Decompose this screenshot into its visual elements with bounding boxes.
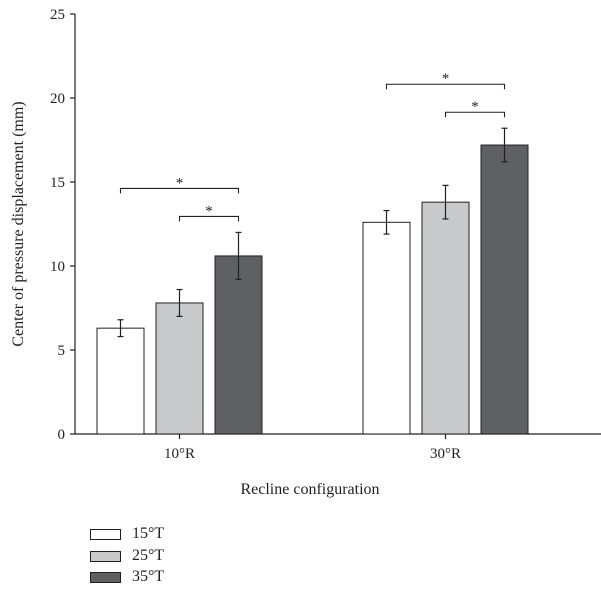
y-tick-label: 0 — [58, 427, 66, 443]
bars — [96, 144, 529, 435]
legend-swatch-35t — [90, 572, 121, 583]
bar — [155, 302, 204, 435]
legend-swatch-15t — [90, 529, 121, 540]
x-tick-label: 10°R — [164, 446, 195, 462]
bar — [362, 221, 411, 435]
legend-swatch-25t — [90, 550, 121, 562]
y-axis-title: Center of pressure displacement (mm) — [10, 101, 27, 346]
y-tick-label: 20 — [50, 91, 65, 107]
x-tick-label: 30°R — [430, 446, 461, 462]
y-tick-label: 25 — [50, 7, 65, 23]
significance-bracket — [119, 187, 240, 194]
significance-star: * — [442, 71, 450, 87]
y-tick-label: 10 — [50, 259, 65, 275]
x-axis-title: Recline configuration — [240, 481, 379, 498]
significance-brackets: * * * * — [119, 71, 506, 222]
significance-bracket — [385, 83, 506, 90]
error-bars — [117, 127, 508, 338]
y-tick-label: 5 — [58, 343, 66, 359]
legend-label-15t: 15°T — [132, 525, 165, 542]
bar — [96, 327, 145, 435]
bar-chart: 0 5 10 15 20 25 10°R 30°R * * * * Recline configur… — [10, 7, 601, 498]
significance-star: * — [471, 99, 479, 115]
significance-star: * — [205, 203, 213, 219]
bar — [214, 255, 263, 435]
significance-star: * — [176, 175, 184, 191]
bar — [421, 201, 470, 435]
significance-bracket — [444, 111, 506, 118]
bar — [480, 144, 529, 435]
y-tick-label: 15 — [50, 175, 65, 191]
significance-bracket — [178, 215, 240, 222]
legend-label-25t: 25°T — [132, 546, 165, 564]
legend-label-35t: 35°T — [132, 568, 165, 585]
